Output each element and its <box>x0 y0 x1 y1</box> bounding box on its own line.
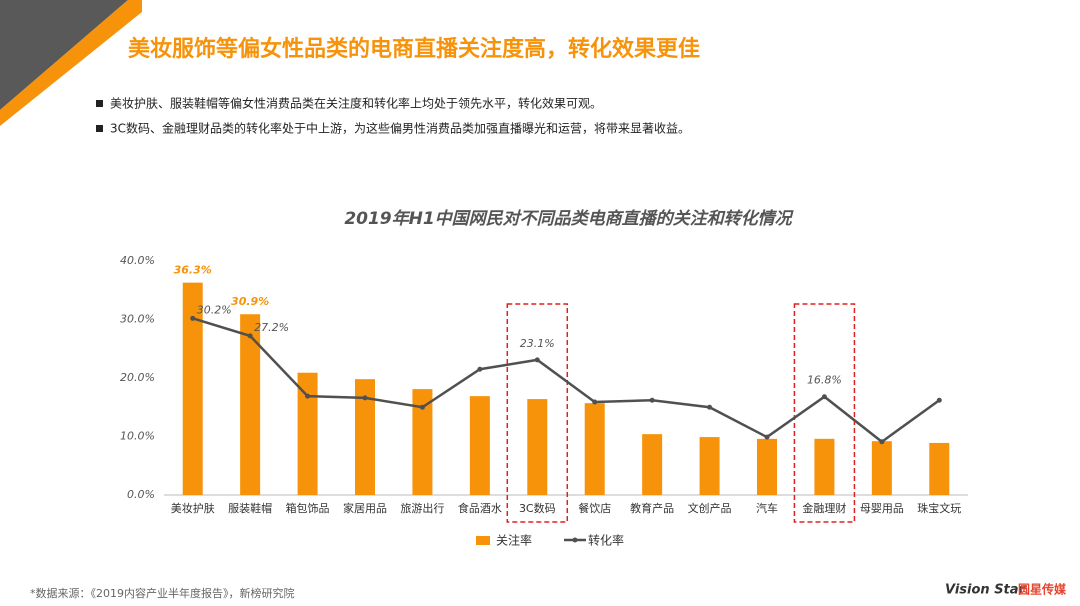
bar-value-label: 30.9% <box>231 295 269 308</box>
highlight-box <box>793 303 856 523</box>
x-tick-label: 汽车 <box>756 501 778 515</box>
bar-value-label: 36.3% <box>174 264 212 277</box>
x-tick-label: 餐饮店 <box>578 501 611 515</box>
x-tick-label: 金融理财 <box>802 501 846 515</box>
bar <box>699 437 720 495</box>
x-tick-label: 文创产品 <box>688 501 732 515</box>
x-tick-label: 教育产品 <box>630 501 674 515</box>
bar <box>814 438 835 495</box>
line-point <box>534 357 540 363</box>
line-point <box>247 333 253 339</box>
x-tick-label: 美妆护肤 <box>171 501 215 515</box>
bar <box>871 441 892 495</box>
y-tick-label: 40.0% <box>120 254 155 267</box>
line-point <box>764 434 770 440</box>
line-point <box>707 404 713 410</box>
y-tick-label: 20.0% <box>120 371 155 384</box>
line-point <box>649 397 655 403</box>
line-value-label: 27.2% <box>254 321 289 334</box>
line-value-label: 23.1% <box>520 337 555 350</box>
x-tick-label: 家居用品 <box>343 501 387 515</box>
y-tick-label: 30.0% <box>120 313 155 326</box>
slide-title: 美妆服饰等偏女性品类的电商直播关注度高，转化效果更佳 <box>128 36 700 62</box>
line-point <box>190 315 196 321</box>
line-point <box>477 366 483 372</box>
line-point <box>821 394 827 400</box>
line-point <box>362 395 368 401</box>
legend-swatch <box>476 536 490 545</box>
logo-cn: 圆星传媒 <box>1018 582 1067 597</box>
x-tick-label: 箱包饰品 <box>286 501 330 515</box>
corner-stripe <box>0 0 142 126</box>
bar <box>297 372 318 495</box>
x-tick-label: 3C数码 <box>519 502 556 515</box>
line-point <box>419 404 425 410</box>
line <box>192 317 941 444</box>
bar <box>240 314 261 495</box>
bullet-marker <box>96 125 103 132</box>
line-value-label: 30.2% <box>197 303 232 316</box>
line-point <box>936 397 942 403</box>
chart-title: 2019年H1中国网民对不同品类电商直播的关注和转化情况 <box>344 209 794 229</box>
y-tick-label: 0.0% <box>127 488 155 501</box>
bar <box>355 379 375 495</box>
logo: Vision Star <box>945 583 1027 598</box>
bar <box>412 389 433 495</box>
legend-label: 转化率 <box>588 533 624 548</box>
line-point <box>879 439 885 445</box>
bullet-marker <box>96 100 103 107</box>
bar <box>642 434 663 495</box>
bullet: 3C数码、金融理财品类的转化率处于中上游，为这些偏男性消费品类加强直播曝光和运营… <box>110 121 690 136</box>
legend-label: 关注率 <box>496 533 532 548</box>
source: *数据来源：《2019内容产业半年度报告》，新榜研究院 <box>30 586 295 600</box>
bar <box>527 399 548 495</box>
x-tick-label: 服装鞋帽 <box>228 501 272 515</box>
highlight-box <box>506 303 569 523</box>
line-value-label: 16.8% <box>807 374 842 387</box>
bar <box>182 282 203 495</box>
legend-swatch <box>572 537 578 543</box>
x-tick-label: 旅游出行 <box>400 501 444 515</box>
line-point <box>592 399 598 405</box>
x-tick-label: 母婴用品 <box>860 502 904 515</box>
x-tick-label: 珠宝文玩 <box>917 501 961 515</box>
y-tick-label: 10.0% <box>120 430 155 443</box>
x-tick-label: 食品酒水 <box>458 501 502 515</box>
bar <box>469 396 490 495</box>
bar <box>584 403 605 495</box>
bar <box>757 438 777 495</box>
bar <box>929 442 950 495</box>
line-point <box>305 393 311 399</box>
bullet: 美妆护肤、服装鞋帽等偏女性消费品类在关注度和转化率上均处于领先水平，转化效果可观… <box>110 96 602 111</box>
